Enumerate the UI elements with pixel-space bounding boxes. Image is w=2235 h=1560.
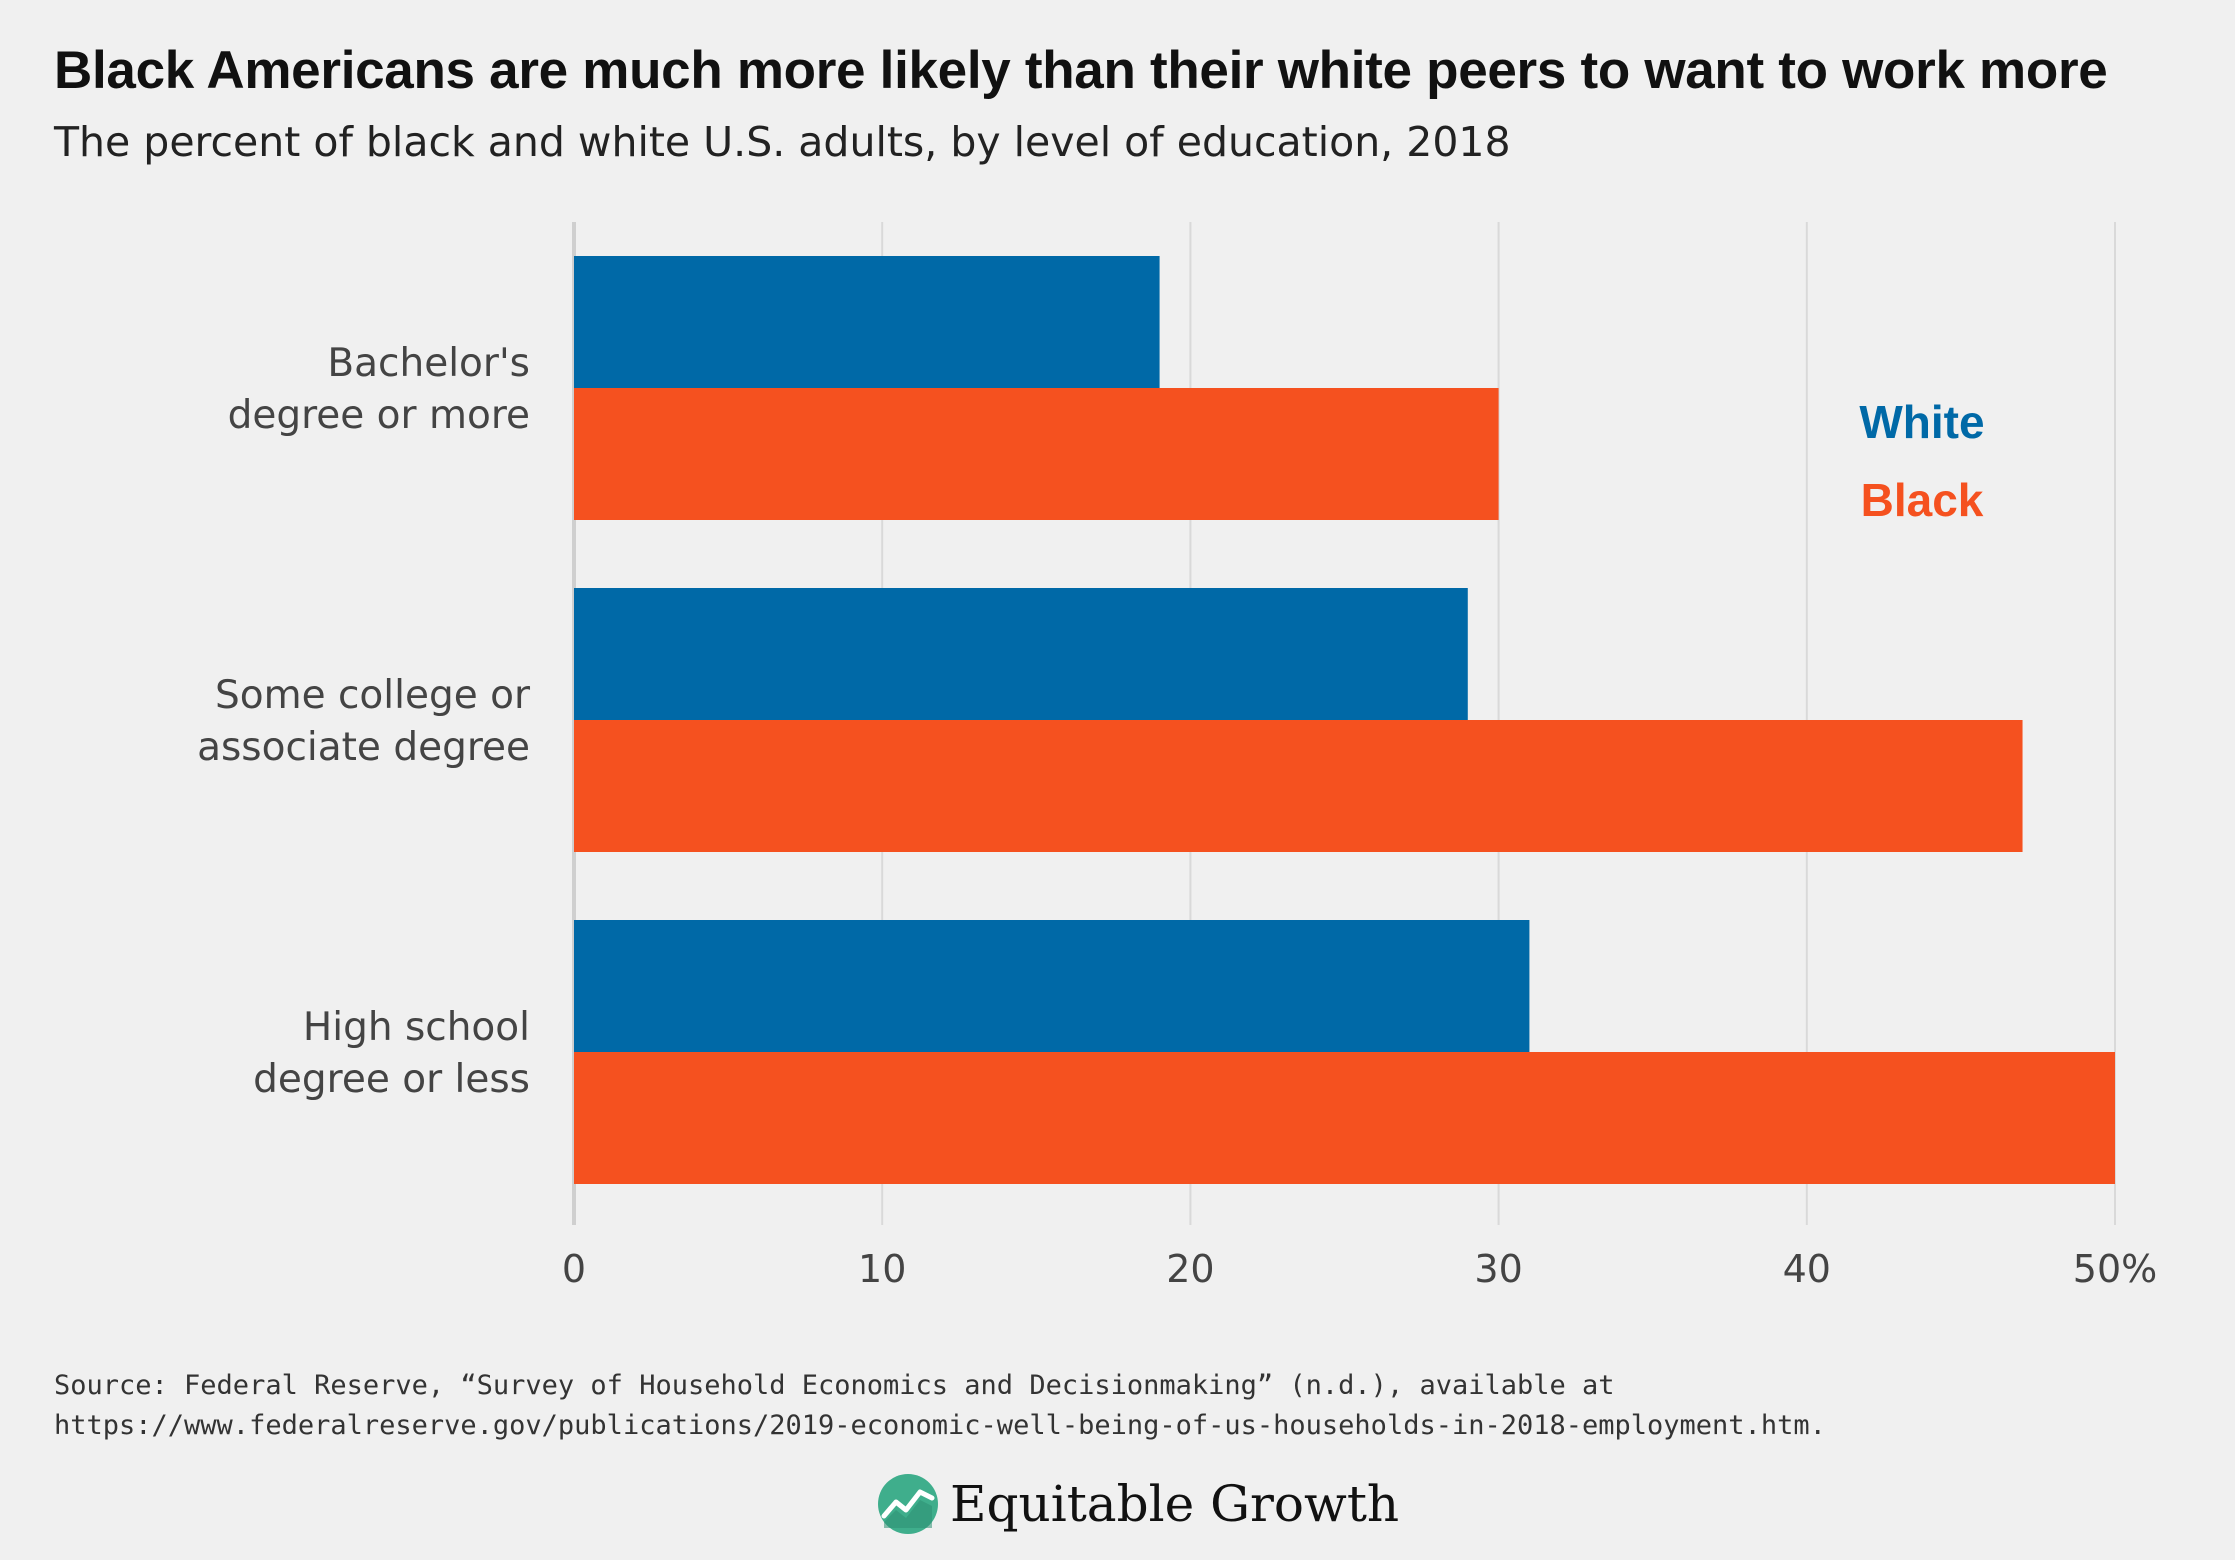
x-tick-label: 0	[562, 1247, 586, 1291]
category-label: High school	[303, 1005, 530, 1050]
category-label: degree or more	[228, 393, 530, 438]
x-tick-label: 40	[1783, 1247, 1831, 1291]
bar-black	[574, 720, 2023, 852]
source-note: Source: Federal Reserve, “Survey of Hous…	[54, 1366, 1826, 1446]
category-label: degree or less	[253, 1057, 530, 1102]
legend-black: Black	[1861, 474, 1984, 526]
legend-white: White	[1859, 396, 1984, 448]
x-tick-label: 20	[1166, 1247, 1214, 1291]
x-tick-label: 10	[858, 1247, 906, 1291]
category-label: associate degree	[197, 725, 530, 770]
chart-title: Black Americans are much more likely tha…	[54, 41, 2108, 100]
bar-black	[574, 388, 1499, 520]
x-tick-label: 50%	[2073, 1247, 2157, 1291]
category-label: Bachelor's	[327, 341, 530, 386]
source-line-2: https://www.federalreserve.gov/publicati…	[54, 1410, 1826, 1441]
logo-text: Equitable Growth	[950, 1475, 1400, 1533]
bar-chart: Bachelor's degree or more Some college or a…	[197, 222, 2157, 1291]
x-tick-label: 30	[1474, 1247, 1522, 1291]
source-line-1: Source: Federal Reserve, “Survey of Hous…	[54, 1370, 1615, 1401]
bar-white	[574, 588, 1468, 720]
chart-subtitle: The percent of black and white U.S. adul…	[54, 118, 1511, 166]
trend-line-icon	[878, 1474, 938, 1534]
category-label: Some college or	[215, 673, 531, 718]
bar-white	[574, 256, 1160, 388]
bar-black	[574, 1052, 2115, 1184]
bar-white	[574, 920, 1530, 1052]
equitable-growth-logo: Equitable Growth	[876, 1472, 1399, 1536]
